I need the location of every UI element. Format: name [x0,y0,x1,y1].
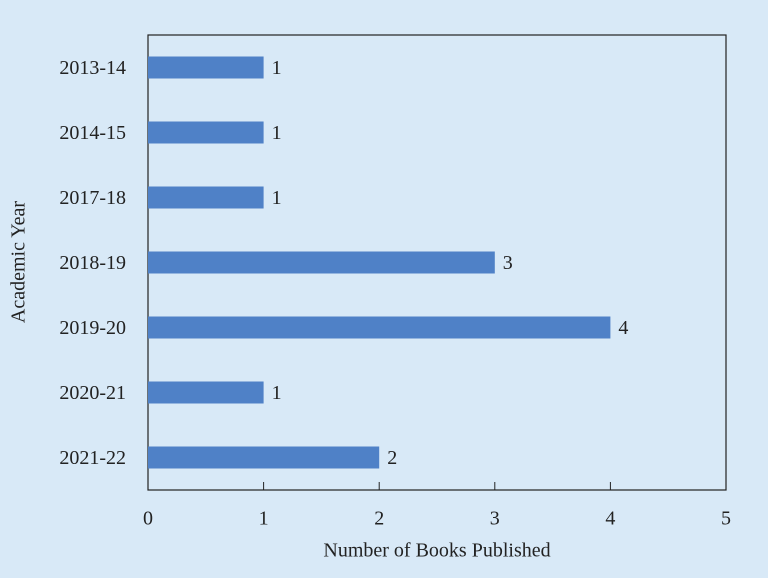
data-label: 1 [272,57,282,79]
bar [148,56,264,79]
x-axis-label: Number of Books Published [323,540,550,562]
x-tick-label: 0 [143,508,153,530]
bar [148,316,611,339]
x-tick-label: 5 [721,508,731,530]
y-tick-label: 2019-20 [59,317,126,339]
bar [148,186,264,209]
y-tick-label: 2014-15 [59,122,126,144]
y-tick-label: 2021-22 [59,447,126,469]
data-label: 1 [272,382,282,404]
bar [148,251,495,274]
bar [148,121,264,144]
x-tick-label: 4 [605,508,615,530]
data-label: 1 [272,122,282,144]
data-label: 3 [503,252,513,274]
bar [148,446,380,469]
y-tick-label: 2018-19 [59,252,126,274]
x-tick-label: 1 [259,508,269,530]
data-label: 2 [387,447,397,469]
x-tick-label: 2 [374,508,384,530]
y-axis-label: Academic Year [8,201,30,324]
x-tick-label: 3 [490,508,500,530]
y-tick-label: 2020-21 [59,382,126,404]
data-label: 1 [272,187,282,209]
y-tick-label: 2013-14 [59,57,126,79]
data-label: 4 [618,317,628,339]
y-tick-label: 2017-18 [59,187,126,209]
bar [148,381,264,404]
